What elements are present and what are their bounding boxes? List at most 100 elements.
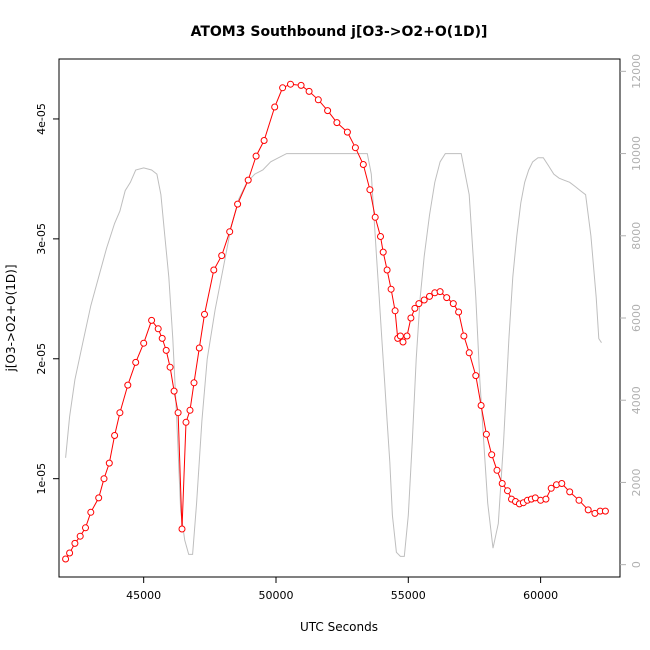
- y2-tick-label: 12000: [630, 54, 643, 89]
- y2-tick-label: 4000: [630, 386, 643, 414]
- data-point: [477, 402, 485, 409]
- data-point: [488, 451, 496, 459]
- data-point: [210, 266, 218, 274]
- chart-title: ATOM3 Southbound j[O3->O2+O(1D)]: [191, 24, 488, 40]
- data-point: [66, 549, 74, 557]
- y2-tick-label: 0: [630, 561, 643, 568]
- data-point: [333, 119, 341, 127]
- data-point: [182, 418, 190, 426]
- data-point: [218, 252, 226, 260]
- y-axis-label: j[O3->O2+O(1D)]: [4, 265, 18, 373]
- data-point: [465, 349, 473, 357]
- data-point: [178, 525, 186, 533]
- data-point: [542, 495, 550, 503]
- data-point: [399, 338, 407, 346]
- data-point: [396, 332, 404, 340]
- data-point: [436, 288, 444, 296]
- data-point: [148, 316, 156, 324]
- data-point: [504, 487, 511, 495]
- data-point: [443, 294, 451, 302]
- data-point: [87, 508, 95, 516]
- data-point: [575, 496, 583, 504]
- data-point: [132, 358, 140, 366]
- data-point: [100, 475, 108, 483]
- data-point: [359, 161, 367, 168]
- data-point: [379, 248, 387, 256]
- data-point: [366, 186, 374, 194]
- x-tick-label: 60000: [523, 589, 558, 602]
- data-point: [387, 285, 395, 293]
- y-axis: 1e-05 2e-05 3e-05 4e-05: [35, 103, 59, 495]
- data-point: [195, 344, 203, 352]
- data-point: [601, 507, 609, 515]
- y2-tick-label: 10000: [630, 136, 643, 171]
- data-point: [351, 144, 359, 152]
- data-point: [305, 87, 313, 95]
- series-secondary: [65, 153, 602, 557]
- data-point: [314, 96, 322, 104]
- data-point: [170, 387, 178, 395]
- data-point: [140, 339, 148, 347]
- data-point: [287, 80, 294, 88]
- data-point: [116, 409, 124, 417]
- data-point: [558, 480, 566, 487]
- data-point: [403, 332, 411, 340]
- data-point: [162, 346, 170, 354]
- data-point: [584, 506, 592, 514]
- data-point: [71, 539, 79, 547]
- y-tick-label: 3e-05: [35, 223, 48, 255]
- data-point: [158, 334, 166, 342]
- data-point: [154, 325, 162, 333]
- data-point: [226, 228, 234, 236]
- data-point: [566, 488, 574, 496]
- x-tick-label: 45000: [126, 589, 161, 602]
- data-point: [62, 555, 70, 563]
- data-point: [343, 128, 351, 136]
- data-point: [493, 466, 501, 474]
- data-point: [324, 107, 332, 115]
- data-point: [415, 300, 423, 308]
- data-point: [377, 233, 384, 240]
- y-tick-label: 1e-05: [35, 463, 48, 495]
- y2-axis-right: 0 2000 4000 6000 8000 10000 12000: [620, 54, 643, 568]
- data-point: [455, 308, 463, 316]
- data-point: [186, 406, 194, 414]
- y-tick-label: 2e-05: [35, 343, 48, 375]
- data-point: [95, 494, 103, 502]
- data-point: [449, 300, 457, 308]
- data-point: [76, 532, 84, 540]
- secondary-line: [65, 153, 602, 557]
- data-point: [297, 81, 305, 89]
- data-point: [82, 524, 89, 532]
- data-point: [472, 372, 480, 380]
- y2-tick-label: 8000: [630, 222, 643, 250]
- x-axis: 45000 50000 55000 60000: [126, 577, 558, 602]
- data-point: [547, 484, 555, 492]
- data-point: [460, 332, 468, 340]
- series-primary: [62, 80, 609, 563]
- data-point: [234, 200, 242, 208]
- data-point: [420, 296, 428, 304]
- data-point: [426, 292, 433, 300]
- y2-tick-label: 6000: [630, 304, 643, 332]
- data-point: [260, 137, 268, 144]
- data-point: [111, 432, 119, 439]
- y2-tick-label: 2000: [630, 468, 643, 496]
- y-tick-label: 4e-05: [35, 103, 48, 135]
- primary-line: [65, 83, 606, 560]
- data-point: [407, 314, 415, 322]
- x-tick-label: 50000: [258, 589, 293, 602]
- data-point: [279, 84, 287, 92]
- data-point: [271, 103, 279, 111]
- x-axis-label: UTC Seconds: [300, 620, 378, 634]
- data-point: [174, 409, 182, 417]
- data-point: [252, 152, 260, 160]
- x-tick-label: 55000: [391, 589, 426, 602]
- data-point: [371, 213, 379, 221]
- data-point: [166, 363, 174, 371]
- data-point: [383, 266, 391, 274]
- data-point: [498, 480, 506, 487]
- data-point: [190, 379, 198, 387]
- data-point: [244, 176, 252, 184]
